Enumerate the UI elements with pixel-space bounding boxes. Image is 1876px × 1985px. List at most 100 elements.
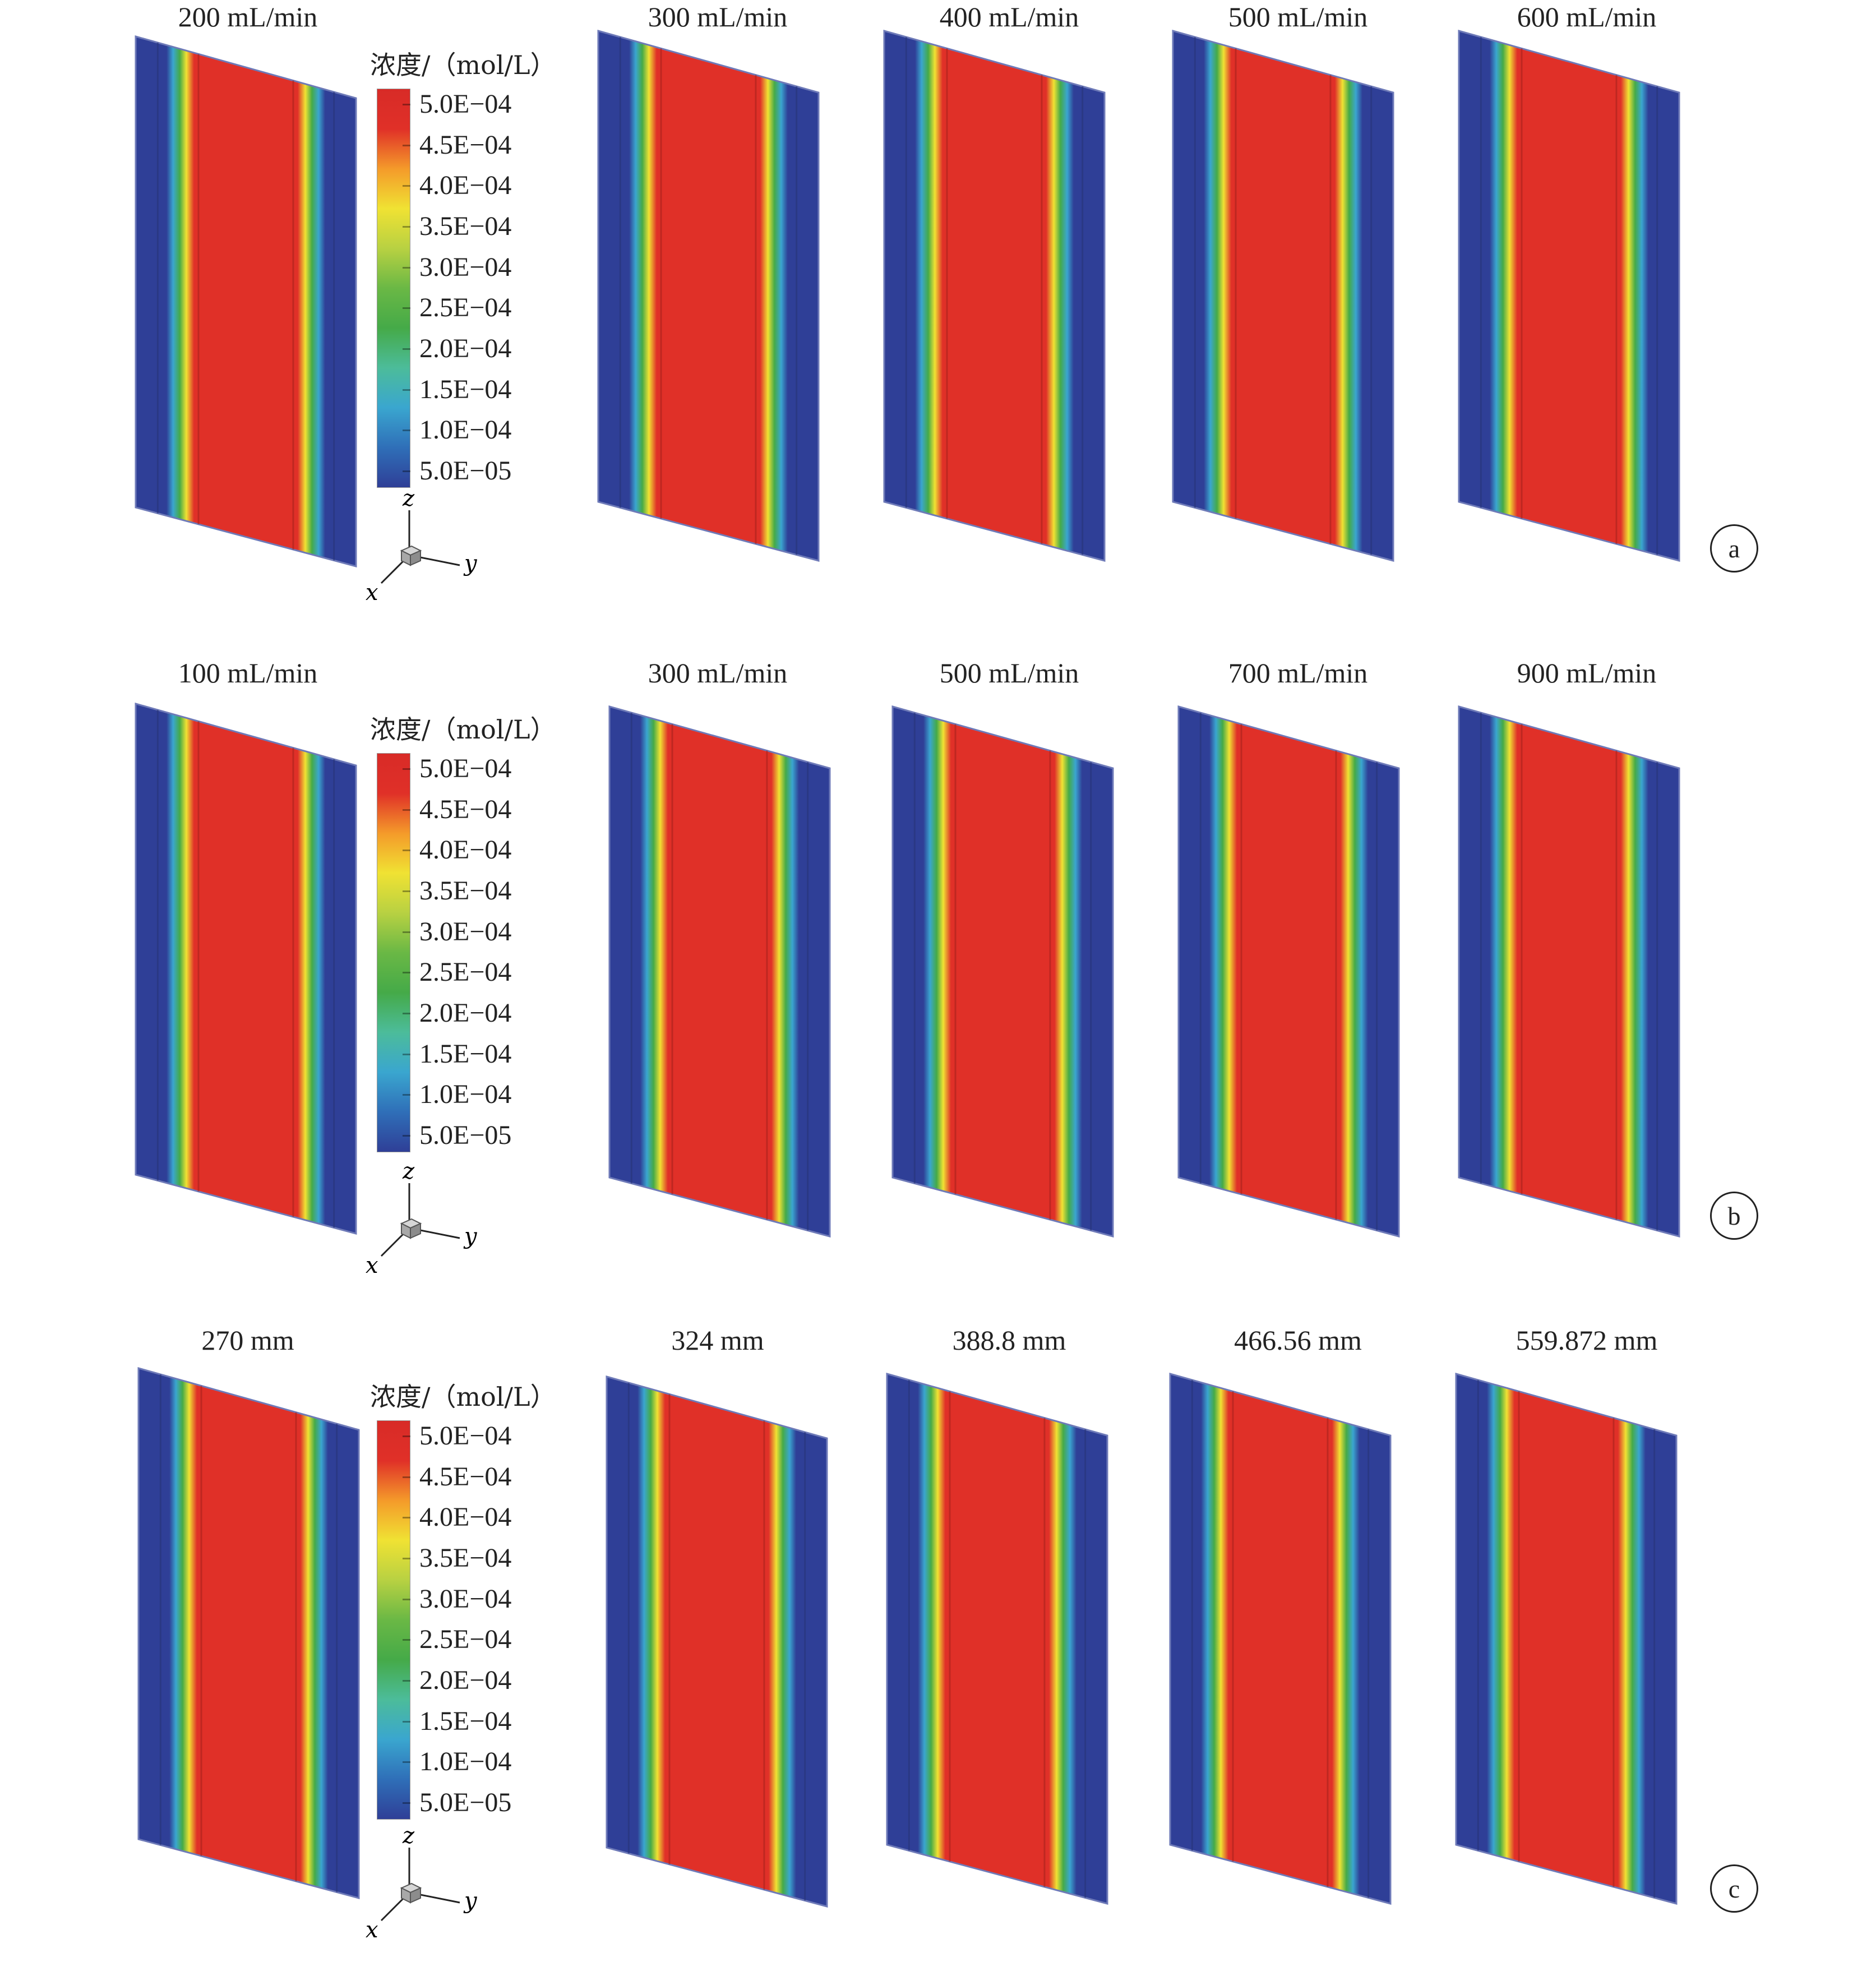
colorbar-tick — [403, 430, 410, 432]
colorbar-tick — [403, 1135, 410, 1137]
colorbar-tick-label: 1.5E−04 — [419, 1038, 512, 1069]
colorbar-tick-label: 3.5E−04 — [419, 211, 512, 241]
z-axis-label: z — [402, 1831, 415, 1849]
colorbar-b: 浓度/（mol/L） 5.0E−04 4.5E−04 4.0E−04 3.5E−04 3… — [370, 709, 572, 1169]
colorbar-tick — [403, 1013, 410, 1014]
colorbar-tick-label: 3.5E−04 — [419, 1543, 512, 1573]
colorbar-tick-label: 4.0E−04 — [419, 835, 512, 865]
y-axis-label: y — [463, 1224, 478, 1249]
contour-panel-a2 — [597, 30, 820, 562]
colorbar-tick-label: 1.5E−04 — [419, 1706, 512, 1736]
panel-title-b4: 700 mL/min — [1228, 657, 1368, 689]
contour-panel-b3 — [891, 705, 1114, 1238]
contour-panel-c1 — [137, 1367, 360, 1899]
colorbar-tick — [403, 1761, 410, 1764]
concentration-slab — [883, 30, 1106, 562]
colorbar-title: 浓度/（mol/L） — [370, 1382, 556, 1412]
colorbar-tick-label: 5.0E−05 — [419, 1788, 512, 1817]
panel-title-c5: 559.872 mm — [1515, 1324, 1658, 1356]
row-c: 270 mm 324 mm 388.8 mm 466.56 mm 559.872… — [0, 1323, 1876, 1985]
colorbar-gradient — [377, 1420, 410, 1820]
concentration-slab — [1458, 705, 1680, 1238]
colorbar-tick-label: 3.0E−04 — [419, 252, 512, 282]
panel-title-c4: 466.56 mm — [1234, 1324, 1362, 1356]
panel-title-a3: 400 mL/min — [939, 1, 1079, 33]
colorbar-tick — [403, 809, 410, 811]
colorbar-tick — [403, 144, 410, 146]
cube-icon — [410, 550, 421, 566]
colorbar-tick — [403, 1802, 410, 1804]
row-a: 200 mL/min 300 mL/min 400 mL/min 500 mL/… — [0, 0, 1876, 662]
colorbar-tick — [403, 1598, 410, 1600]
concentration-slab — [135, 703, 357, 1235]
concentration-slab — [1458, 30, 1680, 562]
contour-panel-a3 — [883, 30, 1106, 562]
colorbar-tick-label: 1.0E−04 — [419, 415, 512, 445]
colorbar-tick — [403, 850, 410, 852]
colorbar-tick-label: 4.5E−04 — [419, 1461, 512, 1492]
colorbar-tick-label: 3.5E−04 — [419, 876, 512, 906]
colorbar-tick — [403, 1435, 410, 1437]
colorbar-tick — [403, 307, 410, 310]
concentration-slab — [597, 30, 820, 562]
colorbar-tick — [403, 226, 410, 228]
colorbar-tick — [403, 1680, 410, 1682]
colorbar-title: 浓度/（mol/L） — [370, 50, 556, 80]
colorbar-tick-label: 5.0E−04 — [419, 1421, 512, 1451]
colorbar-tick — [403, 1720, 410, 1723]
y-axis-label: y — [463, 1888, 478, 1914]
colorbar-tick — [403, 1517, 410, 1519]
contour-panel-b1 — [135, 703, 357, 1235]
colorbar-tick-label: 5.0E−05 — [419, 456, 512, 486]
panel-title-b5: 900 mL/min — [1517, 657, 1657, 689]
colorbar-tick — [403, 890, 410, 892]
concentration-slab — [891, 705, 1114, 1238]
concentration-slab — [886, 1373, 1108, 1905]
panel-title-c3: 388.8 mm — [952, 1324, 1066, 1356]
colorbar-tick — [403, 1639, 410, 1641]
panel-title-a5: 600 mL/min — [1517, 1, 1657, 33]
colorbar-c: 浓度/（mol/L） 5.0E−04 4.5E−04 4.0E−04 3.5E−04 3… — [370, 1377, 572, 1836]
panel-title-a4: 500 mL/min — [1228, 1, 1368, 33]
colorbar-gradient — [377, 89, 410, 488]
concentration-slab — [137, 1367, 360, 1899]
cube-icon — [410, 1887, 421, 1904]
concentration-slab — [1177, 705, 1400, 1238]
colorbar-tick-label: 3.0E−04 — [419, 916, 512, 947]
row-b: 100 mL/min 300 mL/min 500 mL/min 700 mL/… — [0, 656, 1876, 1318]
colorbar-tick-label: 5.0E−05 — [419, 1120, 512, 1150]
colorbar-tick — [403, 931, 410, 933]
axis-triad-b: z y x — [366, 1166, 478, 1278]
colorbar-tick-label: 1.5E−04 — [419, 374, 512, 404]
colorbar-tick — [403, 266, 410, 269]
colorbar-tick-label: 4.0E−04 — [419, 170, 512, 201]
colorbar-tick-label: 4.5E−04 — [419, 794, 512, 824]
panel-label-a: a — [1710, 524, 1758, 573]
panel-title-c2: 324 mm — [671, 1324, 764, 1356]
z-axis-label: z — [402, 493, 415, 511]
x-axis-label: x — [366, 1917, 378, 1943]
colorbar-tick-label: 1.0E−04 — [419, 1079, 512, 1110]
contour-panel-b5 — [1458, 705, 1680, 1238]
contour-panel-a1 — [135, 35, 357, 567]
concentration-slab — [1169, 1373, 1392, 1905]
panel-title-b1: 100 mL/min — [178, 657, 318, 689]
colorbar-tick-label: 4.5E−04 — [419, 130, 512, 160]
colorbar-tick-label: 2.0E−04 — [419, 998, 512, 1028]
panel-title-c1: 270 mm — [201, 1324, 294, 1356]
cube-icon — [410, 1222, 421, 1239]
contour-panel-c2 — [606, 1375, 828, 1908]
z-axis-label: z — [402, 1166, 415, 1184]
panel-title-b3: 500 mL/min — [939, 657, 1079, 689]
panel-title-a2: 300 mL/min — [648, 1, 788, 33]
contour-panel-b4 — [1177, 705, 1400, 1238]
colorbar-tick-label: 4.0E−04 — [419, 1502, 512, 1532]
colorbar-tick — [403, 1094, 410, 1096]
colorbar-tick-label: 2.5E−04 — [419, 1624, 512, 1655]
panel-title-a1: 200 mL/min — [178, 1, 318, 33]
contour-panel-c5 — [1455, 1373, 1678, 1905]
contour-panel-c4 — [1169, 1373, 1392, 1905]
panel-title-b2: 300 mL/min — [648, 657, 788, 689]
contour-panel-a5 — [1458, 30, 1680, 562]
colorbar-tick — [403, 104, 410, 105]
